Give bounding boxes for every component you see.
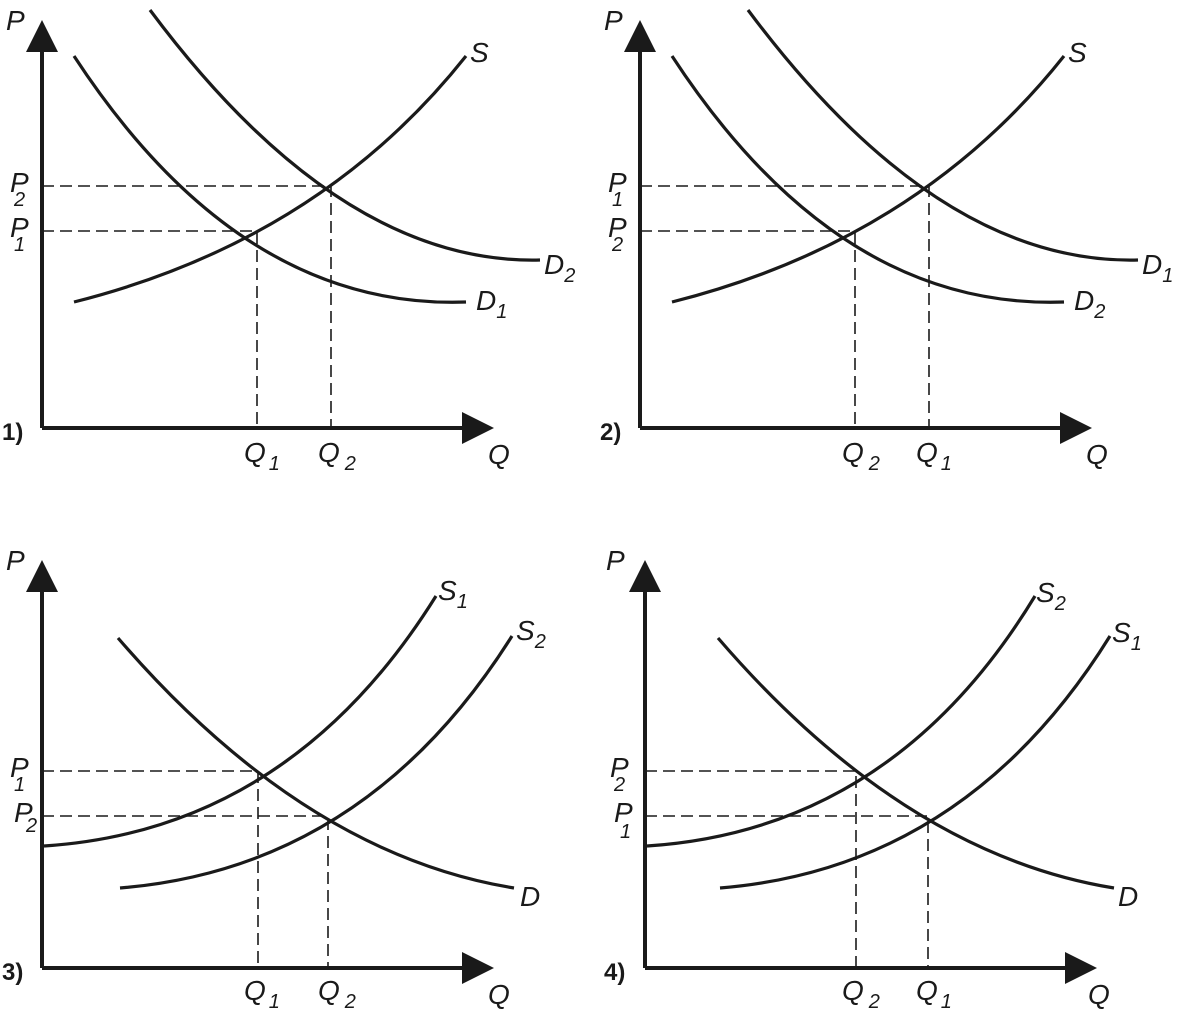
equilibrium-guide-1 <box>645 815 929 968</box>
demand-curve-d1 <box>746 9 1139 262</box>
price-tick-p2: P2 <box>14 797 37 837</box>
price-axis-label: P <box>604 5 623 36</box>
quantity-axis-label: Q <box>1088 979 1110 1010</box>
demand-d1-label: D1 <box>1142 249 1173 287</box>
supply-curve <box>73 55 468 304</box>
supply-s1-label: S1 <box>438 575 468 613</box>
equilibrium-guide-1 <box>42 770 259 968</box>
quantity-axis-label: Q <box>488 979 510 1010</box>
demand-curve <box>116 636 515 890</box>
demand-d1-label: D1 <box>476 285 507 323</box>
supply-curve-s2 <box>646 595 1037 848</box>
equilibrium-guide-2 <box>42 185 332 428</box>
panel-number: 2) <box>600 419 621 446</box>
equilibrium-guide-2 <box>42 815 329 968</box>
demand-d2-label: D2 <box>1074 285 1105 323</box>
demand-d2-label: D2 <box>544 249 575 287</box>
panel-number: 4) <box>604 959 625 986</box>
supply-label: S <box>470 37 489 68</box>
equilibrium-guide-2 <box>645 770 857 968</box>
supply-s2-label: S2 <box>1036 577 1066 615</box>
supply-s2-label: S2 <box>516 615 546 653</box>
demand-curve-d2 <box>670 55 1065 304</box>
supply-curve-s2 <box>119 635 514 890</box>
price-axis-label: P <box>6 5 25 36</box>
supply-s1-label: S1 <box>1112 617 1142 655</box>
supply-curve-s1 <box>43 595 438 848</box>
demand-label: D <box>520 881 540 912</box>
equilibrium-guide-2 <box>640 230 856 428</box>
supply-curve-s1 <box>719 635 1112 890</box>
quantity-axis-label: Q <box>1086 439 1108 470</box>
demand-label: D <box>1118 881 1138 912</box>
quantity-axis-label: Q <box>488 439 510 470</box>
supply-curve <box>671 55 1066 304</box>
equilibrium-guide-1 <box>640 185 930 428</box>
panel-number: 1) <box>2 419 23 446</box>
demand-curve <box>716 636 1115 890</box>
price-axis-label: P <box>6 545 25 576</box>
supply-label: S <box>1068 37 1087 68</box>
demand-curve-d1 <box>72 55 467 304</box>
panel-number: 3) <box>2 959 23 986</box>
price-axis-label: P <box>606 545 625 576</box>
equilibrium-guide-1 <box>42 230 258 428</box>
demand-curve-d2 <box>148 9 541 262</box>
